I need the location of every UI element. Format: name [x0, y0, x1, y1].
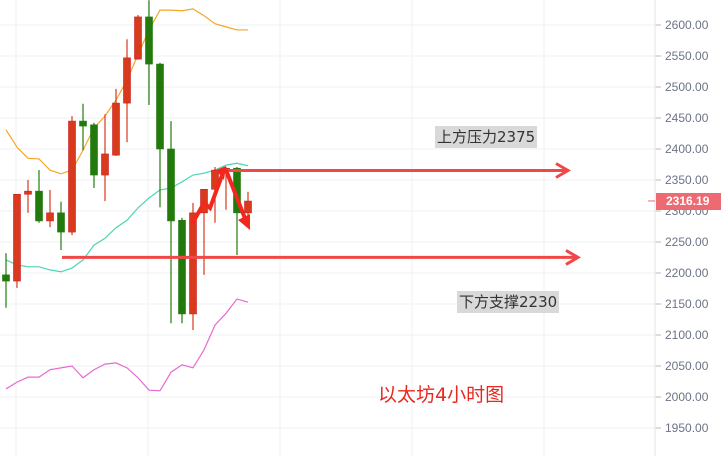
- candle: [189, 212, 197, 315]
- resistance-label: 上方压力2375: [435, 126, 538, 148]
- support-label: 下方支撑2230: [457, 291, 560, 313]
- candle: [178, 220, 186, 315]
- candle: [244, 200, 252, 214]
- y-tick-label: 2250.00: [665, 235, 709, 249]
- candle: [156, 63, 164, 150]
- up-arrowhead-icon: [216, 166, 226, 180]
- support-arrow-icon: [565, 249, 581, 266]
- candle: [2, 274, 10, 282]
- candle: [112, 102, 120, 156]
- candle: [13, 193, 21, 282]
- y-tick-label: 2000.00: [665, 390, 709, 404]
- chart-title: 以太坊4小时图: [378, 384, 505, 406]
- candle: [167, 148, 175, 222]
- candle: [134, 16, 142, 60]
- band-line: [5, 162, 249, 273]
- candle: [101, 153, 109, 176]
- candle: [46, 212, 54, 222]
- y-tick-label: 2150.00: [665, 297, 709, 311]
- resistance-arrow-icon: [555, 162, 571, 179]
- y-tick-label: 2500.00: [665, 80, 709, 94]
- y-tick-label: 2550.00: [665, 49, 709, 63]
- y-tick-label: 2050.00: [665, 359, 709, 373]
- y-tick-label: 2200.00: [665, 266, 709, 280]
- candle: [123, 57, 131, 104]
- candle: [24, 190, 32, 195]
- y-tick-label: 2450.00: [665, 111, 709, 125]
- down-arrowhead-icon: [238, 214, 250, 230]
- candle: [79, 120, 87, 127]
- y-tick-label: 1950.00: [665, 421, 709, 435]
- y-tick-label: 2100.00: [665, 328, 709, 342]
- down-trend-arrow-icon: [224, 169, 250, 227]
- y-tick-label: 2400.00: [665, 142, 709, 156]
- candle: [90, 124, 98, 176]
- y-tick-label: 2600.00: [665, 18, 709, 32]
- candle: [68, 120, 76, 233]
- last-price-tag: 2316.19: [656, 193, 721, 210]
- candle: [57, 212, 65, 233]
- candle: [145, 16, 153, 65]
- up-trend-arrow-icon: [190, 169, 226, 225]
- band-line: [5, 298, 249, 392]
- candle: [35, 190, 43, 222]
- y-tick-label: 2350.00: [665, 173, 709, 187]
